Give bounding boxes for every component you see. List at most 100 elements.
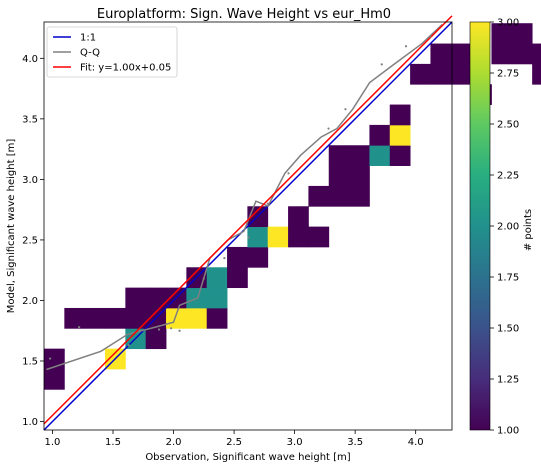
y-tick-label: 2.0: [22, 296, 38, 307]
scatter-point: [247, 236, 250, 239]
chart-title: Europlatform: Sign. Wave Height vs eur_H…: [97, 7, 391, 22]
heatmap-cell: [64, 307, 86, 329]
colorbar: [469, 21, 491, 431]
heatmap-cell: [227, 246, 248, 268]
colorbar-tick-label: 1.75: [497, 273, 519, 284]
series-line: [43, 15, 453, 425]
x-tick-label: 3.0: [287, 437, 303, 448]
heatmap-cell: [247, 246, 269, 268]
heatmap-cell: [349, 145, 370, 166]
heatmap-cell: [247, 226, 269, 248]
heatmap-cell: [389, 145, 411, 166]
heatmap-cell: [105, 307, 126, 329]
y-tick-label: 3.5: [22, 114, 38, 125]
scatter-point: [157, 328, 161, 331]
heatmap-cell: [145, 328, 167, 350]
scatter-point: [178, 329, 181, 332]
heatmap-cell: [267, 226, 289, 248]
heatmap-cell: [206, 287, 228, 309]
y-tick-label: 1.5: [22, 356, 38, 367]
legend-label: Fit: y=1.00x+0.05: [80, 63, 171, 74]
scatter-point: [429, 35, 432, 38]
heatmap-cell: [44, 348, 65, 370]
heatmap-cell: [491, 43, 513, 65]
x-tick-label: 4.0: [408, 437, 424, 448]
scatter-point: [78, 325, 81, 329]
heatmap-cell: [44, 368, 65, 390]
heatmap-cell: [186, 307, 208, 329]
scatter-point: [202, 277, 205, 280]
heatmap-cell: [450, 43, 472, 65]
legend-label: 1:1: [80, 33, 96, 44]
y-tick-label: 3.0: [22, 175, 38, 186]
y-tick-label: 2.5: [22, 235, 38, 246]
heatmap-cell: [450, 63, 472, 85]
heatmap-cell: [308, 226, 330, 248]
heatmap-cell: [511, 43, 533, 65]
heatmap-cell: [227, 267, 248, 289]
colorbar-tick-label: 2.00: [497, 222, 519, 233]
heatmap-cell: [349, 185, 370, 207]
scatter-point: [287, 172, 290, 175]
heatmap-cell: [125, 287, 147, 309]
colorbar-tick-label: 3.00: [497, 18, 519, 29]
x-tick-label: 2.0: [166, 437, 182, 448]
scatter-point: [48, 357, 52, 360]
heatmap-cell: [430, 43, 452, 65]
heatmap-cell: [430, 63, 452, 85]
scatter-point: [127, 344, 130, 347]
heatmap-cells: [44, 23, 541, 390]
heatmap-cell: [206, 267, 228, 289]
heatmap-cell: [389, 124, 411, 146]
x-tick-label: 1.5: [105, 437, 121, 448]
heatmap-cell: [288, 206, 309, 228]
heatmap-cell: [166, 307, 187, 329]
legend-box: [46, 26, 178, 78]
heatmap-cell: [349, 165, 370, 187]
scatter-point: [344, 108, 347, 111]
heatmap-cell: [389, 104, 411, 126]
heatmap-cell: [511, 23, 533, 44]
heatmap-cell: [125, 307, 147, 329]
y-axis-label: Model, Significant wave height [m]: [6, 139, 17, 314]
x-axis-ticks: 1.0 1.5 2.0 2.5 3.0 3.5 4.0: [45, 430, 424, 448]
scatter-point: [404, 45, 408, 48]
x-tick-label: 2.5: [226, 437, 242, 448]
heatmap-cell: [369, 145, 391, 166]
legend-label: Q-Q: [80, 48, 100, 59]
scatter-points: [48, 35, 432, 360]
colorbar-tick-label: 1.25: [497, 375, 519, 386]
series-line: [43, 21, 453, 431]
colorbar-tick-label: 1.00: [497, 426, 519, 437]
heatmap-cell: [532, 43, 541, 65]
x-tick-label: 1.0: [45, 437, 61, 448]
heatmap-cell: [84, 307, 106, 329]
heatmap-cell: [206, 307, 228, 329]
heatmap-cell: [369, 124, 391, 146]
heatmap-cell: [288, 226, 309, 248]
heatmap-cell: [328, 145, 350, 166]
heatmap-cell: [532, 63, 541, 85]
scatter-point: [266, 202, 270, 205]
colorbar-ticks: 1.00 1.25 1.50 1.75 2.00 2.25 2.50 2.75 3.00: [490, 18, 519, 437]
heatmap-cell: [328, 185, 350, 207]
plot-frame: [43, 21, 453, 431]
legend: 1:1 Q-Q Fit: y=1.00x+0.05: [46, 26, 178, 78]
scatter-point: [327, 127, 330, 130]
colorbar-label: # points: [523, 209, 534, 251]
scatter-point: [380, 63, 383, 66]
scatter-point: [170, 327, 173, 330]
heatmap-cell: [308, 185, 330, 207]
x-axis-label: Observation, Significant wave height [m]: [145, 452, 350, 463]
scatter-point: [223, 256, 226, 260]
x-tick-label: 3.5: [347, 437, 363, 448]
y-tick-label: 4.0: [22, 54, 38, 65]
colorbar-tick-label: 2.25: [497, 171, 519, 182]
colorbar-tick-label: 2.75: [497, 69, 519, 80]
colorbar-tick-label: 2.50: [497, 120, 519, 131]
series-lines: [43, 15, 453, 431]
y-axis-ticks: 1.0 1.5 2.0 2.5 3.0 3.5 4.0: [22, 54, 44, 428]
heatmap-cell: [328, 165, 350, 187]
heatmap-cell: [145, 287, 167, 309]
heatmap-cell: [410, 63, 431, 85]
